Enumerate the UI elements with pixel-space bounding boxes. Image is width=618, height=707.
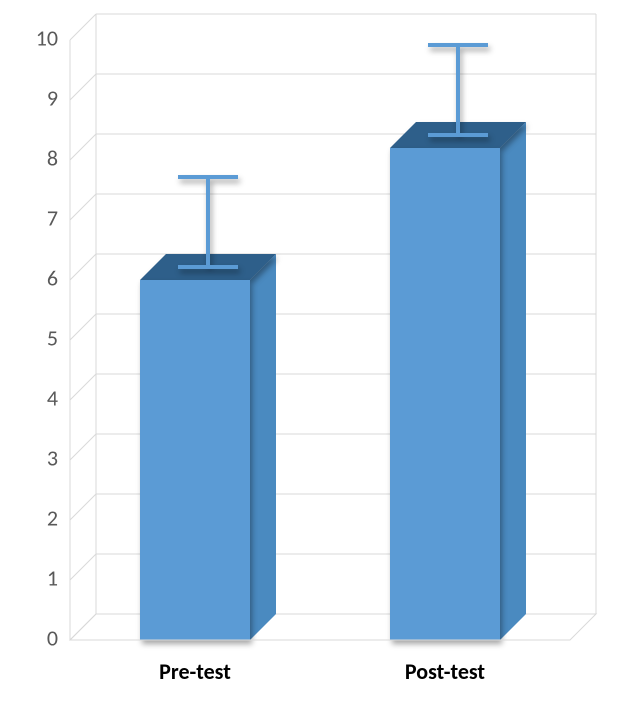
grid-row-9 xyxy=(70,74,596,100)
xtick-0: Pre-test xyxy=(159,658,231,685)
x-axis-labels: Pre-test Post-test xyxy=(159,658,485,685)
ytick-9: 9 xyxy=(47,84,58,111)
bar-post-test xyxy=(390,45,526,640)
ytick-7: 7 xyxy=(47,204,58,231)
ytick-6: 6 xyxy=(47,264,58,291)
ytick-3: 3 xyxy=(47,444,58,471)
grid-row-10 xyxy=(70,14,596,40)
ytick-4: 4 xyxy=(47,384,58,411)
bar-pre-test xyxy=(140,177,276,640)
ytick-10: 10 xyxy=(36,24,58,51)
ytick-8: 8 xyxy=(47,144,58,171)
xtick-1: Post-test xyxy=(405,658,485,685)
ytick-0: 0 xyxy=(47,624,58,651)
ytick-5: 5 xyxy=(47,324,58,351)
y-axis-labels: 0 1 2 3 4 5 6 7 8 9 10 xyxy=(36,24,58,651)
ytick-2: 2 xyxy=(47,504,58,531)
chart-svg: 0 1 2 3 4 5 6 7 8 9 10 xyxy=(0,0,618,707)
bar-chart-3d: 0 1 2 3 4 5 6 7 8 9 10 xyxy=(0,0,618,707)
error-bar-post-test xyxy=(428,45,488,135)
ytick-1: 1 xyxy=(47,564,58,591)
